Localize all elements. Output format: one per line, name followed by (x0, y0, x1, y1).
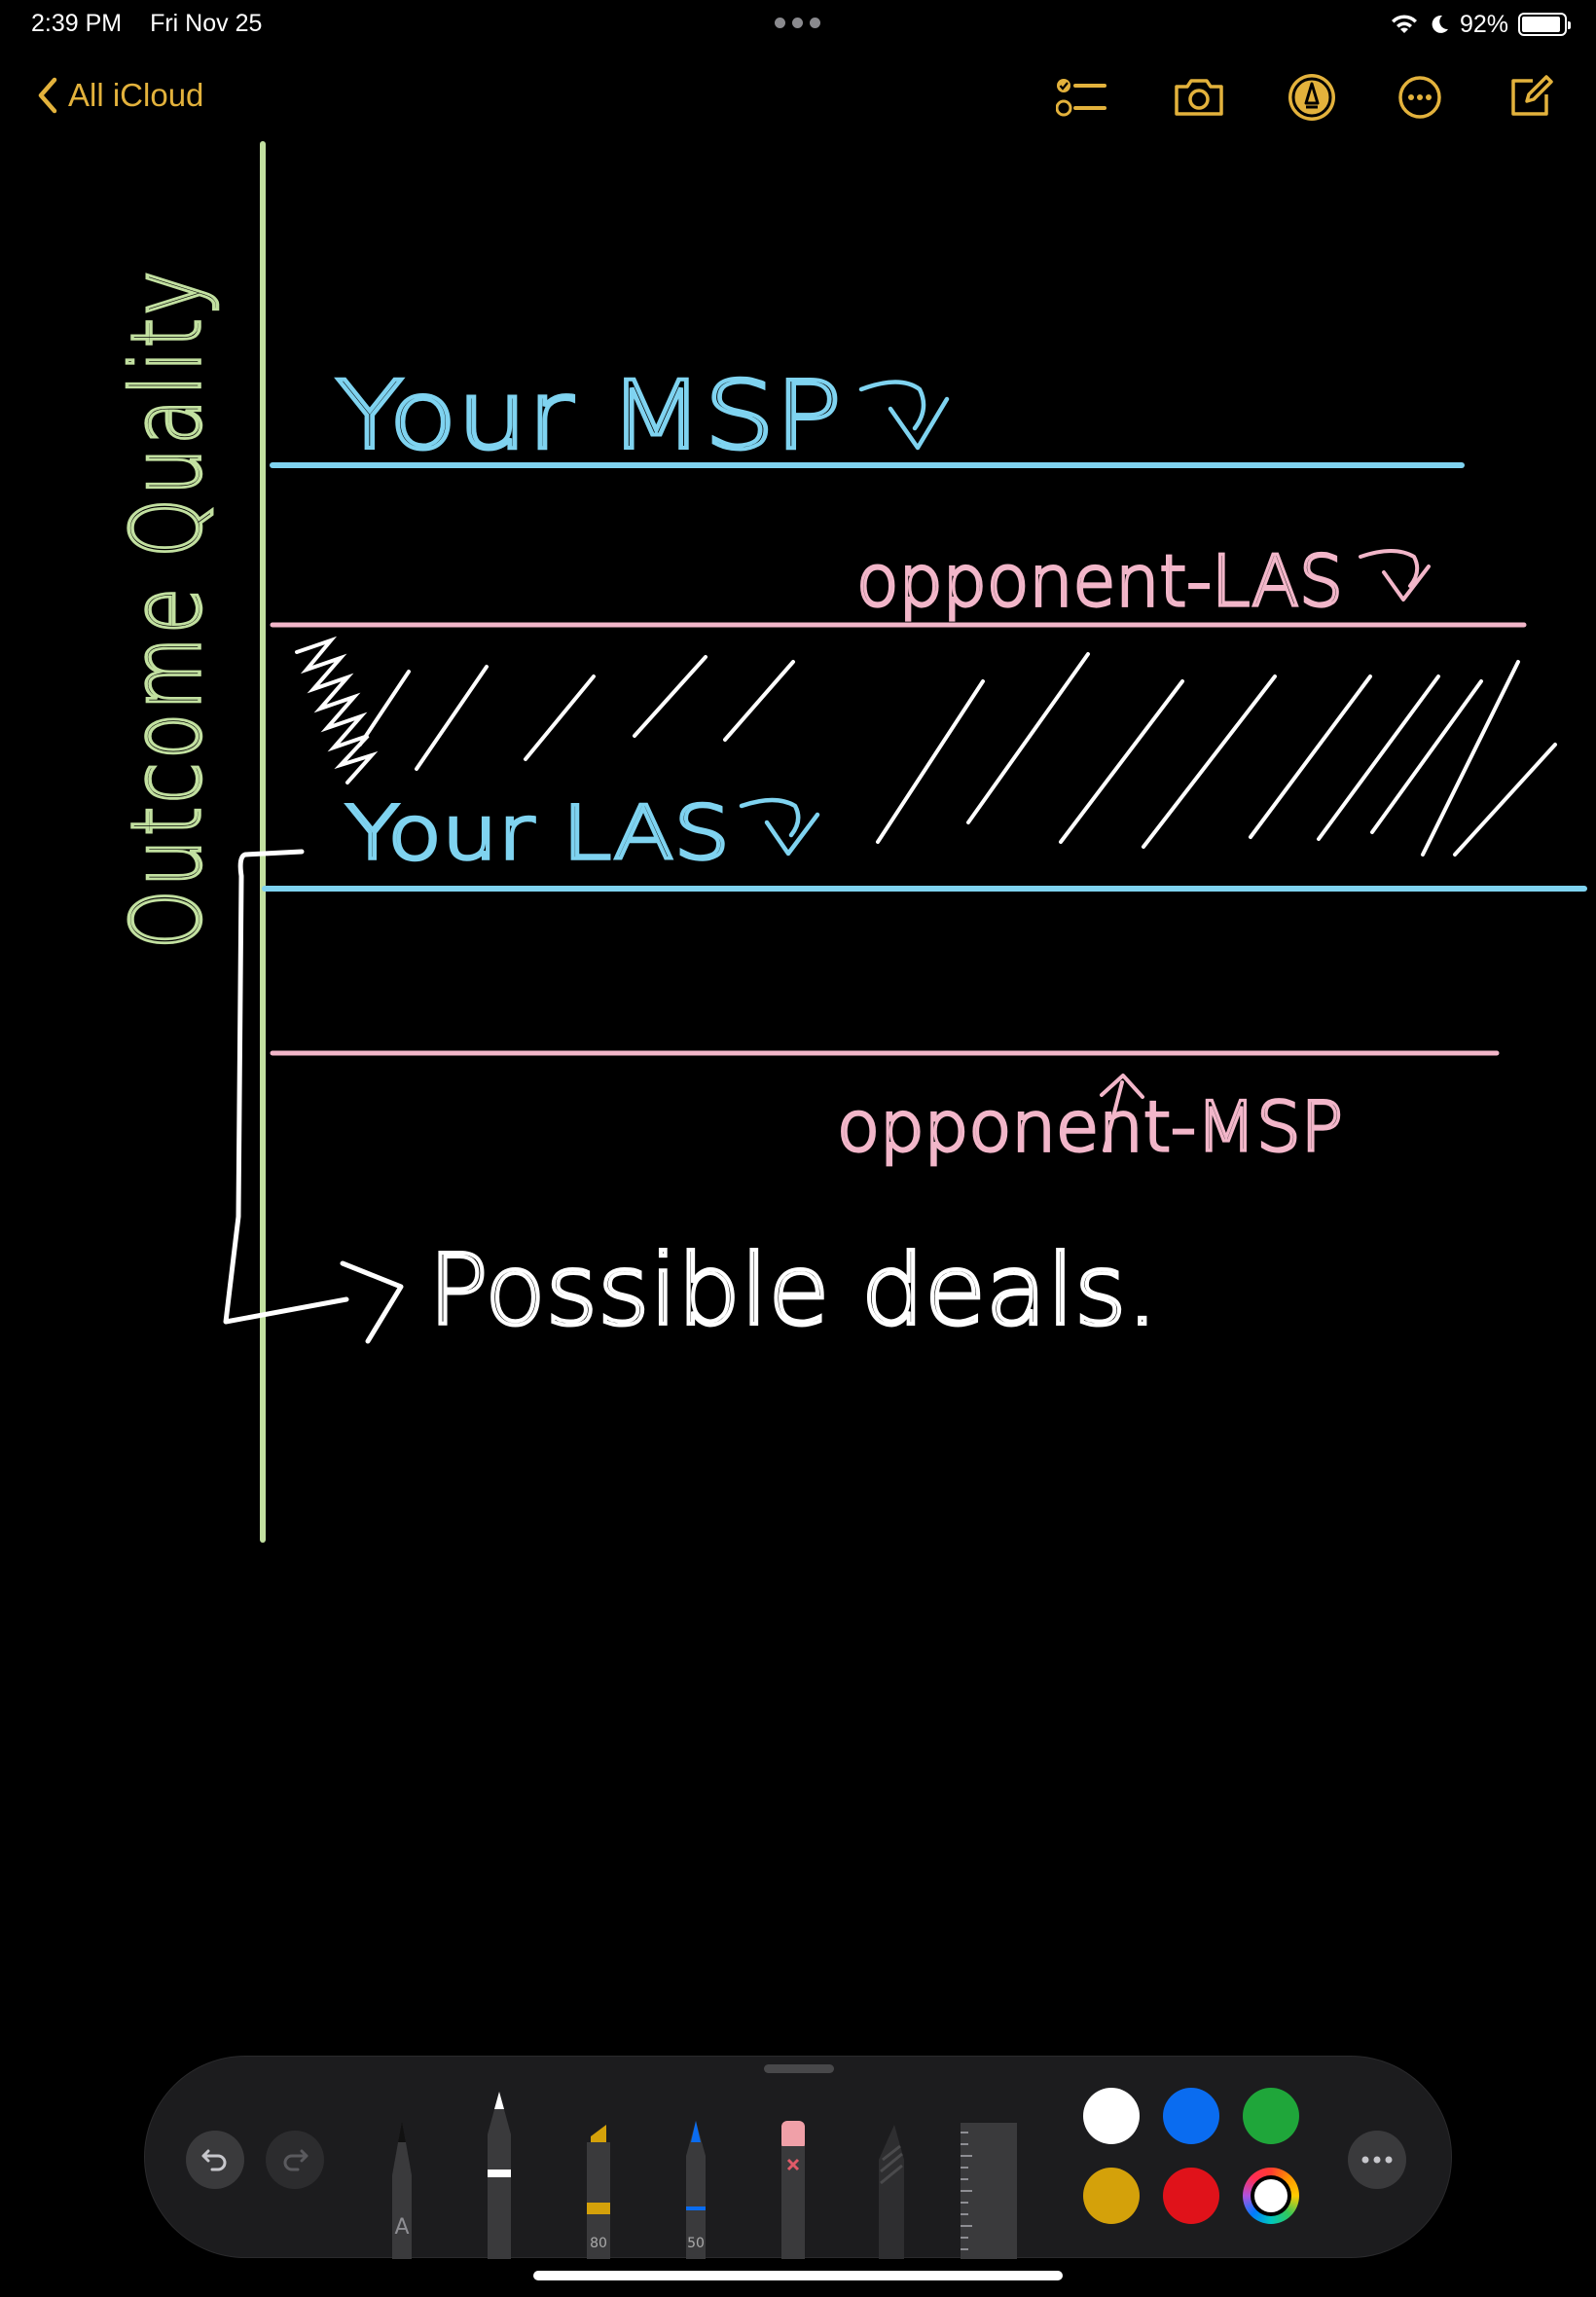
redo-button[interactable] (266, 2131, 324, 2189)
selected-color-indicator (1251, 2175, 1291, 2216)
color-swatch-blue[interactable] (1163, 2088, 1219, 2144)
status-indicators: 92% (1390, 8, 1571, 41)
your-las-label: Your LAS (345, 789, 730, 876)
toolbar-more-button[interactable] (1348, 2131, 1406, 2189)
ellipsis-icon (1361, 2156, 1393, 2164)
pen-letter: A (394, 2215, 409, 2240)
checklist-button[interactable] (1054, 70, 1108, 125)
pencil-tool[interactable]: 50 (674, 2117, 717, 2259)
battery-icon (1518, 13, 1571, 36)
crayon-tool[interactable] (869, 2121, 912, 2259)
camera-button[interactable] (1172, 70, 1226, 125)
marker-tool-icon (587, 2125, 610, 2259)
home-indicator[interactable] (533, 2271, 1063, 2280)
eraser-tool[interactable] (772, 2117, 815, 2259)
ruler-tool[interactable] (957, 2119, 1017, 2259)
pen-tool-icon: A (392, 2121, 412, 2259)
wifi-icon (1391, 15, 1417, 33)
undo-button[interactable] (186, 2131, 244, 2189)
compose-button[interactable] (1504, 70, 1558, 125)
color-picker-button[interactable] (1243, 2168, 1299, 2224)
handwritten-drawing: Outcome Quality Your MSP opponent-LAS (110, 141, 1587, 1543)
ellipsis-circle-icon (1398, 76, 1441, 119)
eraser-tool-icon (781, 2121, 805, 2259)
possible-deals-label: Possible deals. (428, 1233, 1158, 1347)
status-date: Fri Nov 25 (150, 10, 263, 37)
pen-tool[interactable]: A (381, 2117, 423, 2259)
marker-tool[interactable]: 80 (577, 2119, 620, 2259)
redo-icon (283, 2149, 308, 2171)
pencil-size: 50 (687, 2236, 705, 2251)
drawing-toolbar: A 80 50 (144, 2056, 1452, 2259)
monoline-tool-icon (488, 2092, 511, 2259)
opponent-las-label: opponent-LAS (856, 540, 1343, 622)
monoline-tool[interactable] (478, 2086, 521, 2259)
camera-icon (1175, 79, 1223, 116)
y-axis-label: Outcome Quality (112, 268, 223, 949)
toolbar-grabber[interactable] (764, 2064, 834, 2073)
more-options-button[interactable] (1393, 70, 1447, 125)
status-bar: 2:39 PM Fri Nov 25 92% (0, 0, 1596, 49)
checklist-icon (1056, 79, 1106, 117)
multitasking-dots[interactable] (775, 18, 821, 29)
chevron-left-icon (38, 77, 57, 114)
your-msp-arrow (858, 380, 950, 451)
opponent-msp-label: opponent-MSP (837, 1087, 1343, 1167)
overlap-hatching (295, 636, 1557, 857)
back-label: All iCloud (68, 77, 204, 113)
crayon-tool-icon (879, 2125, 904, 2259)
status-time: 2:39 PM (31, 10, 123, 37)
possible-deals-bracket (223, 849, 404, 1344)
opponent-msp-arrow (1100, 1074, 1144, 1152)
pencil-tool-icon (686, 2121, 706, 2259)
status-time-date: 2:39 PM Fri Nov 25 (31, 10, 262, 38)
your-las-arrow (739, 797, 820, 857)
compose-icon (1511, 75, 1553, 116)
undo-icon (201, 2149, 227, 2171)
your-msp-label: Your MSP (336, 361, 842, 470)
note-drawing-canvas[interactable]: Outcome Quality Your MSP opponent-LAS (0, 127, 1596, 2015)
color-swatch-red[interactable] (1163, 2168, 1219, 2224)
markup-button[interactable] (1285, 70, 1339, 125)
battery-percent: 92% (1459, 10, 1508, 38)
color-swatch-yellow[interactable] (1083, 2168, 1140, 2224)
moon-icon (1432, 15, 1448, 33)
marker-size: 80 (590, 2236, 607, 2251)
color-swatch-green[interactable] (1243, 2088, 1299, 2144)
back-button[interactable]: All iCloud (37, 72, 203, 119)
ruler-tool-icon (961, 2123, 1017, 2259)
opponent-las-arrow (1359, 549, 1431, 602)
markup-icon (1288, 74, 1335, 121)
color-swatch-white[interactable] (1083, 2088, 1140, 2144)
